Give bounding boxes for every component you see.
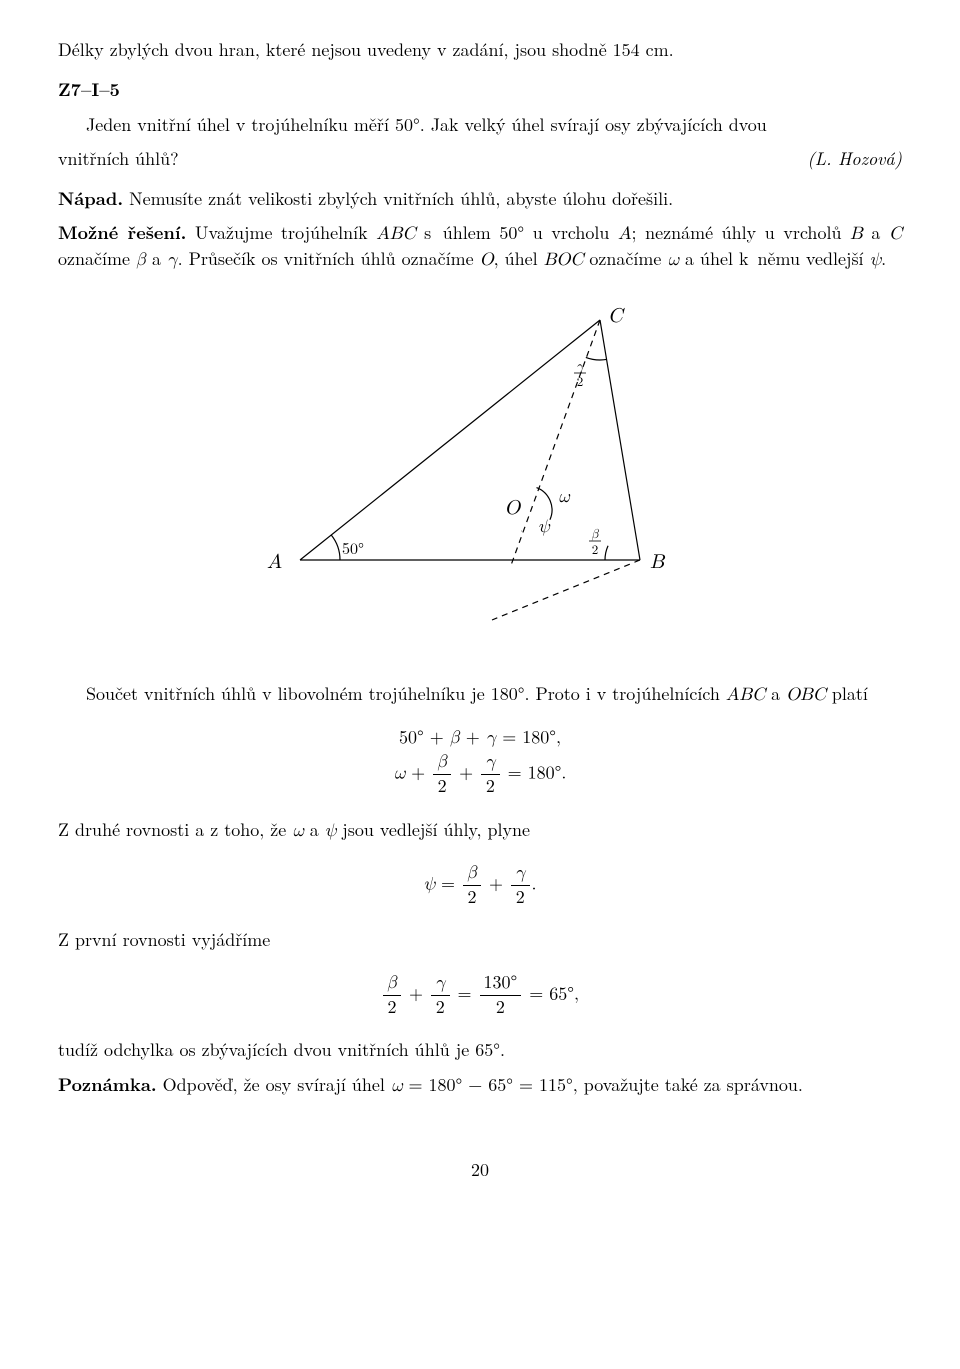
side-bc	[600, 320, 640, 560]
side-ca	[300, 320, 600, 560]
remark-paragraph: Poznámka. Odpověď, že osy svírají úhel ω…	[58, 1073, 902, 1098]
remark-label: Poznámka.	[58, 1072, 157, 1097]
svg-text:2: 2	[592, 544, 599, 557]
triangle-figure: A B C O 50° ω ψ γ 2 β 2	[58, 300, 902, 646]
bisector-from-b	[492, 560, 640, 620]
hint-label: Nápad.	[58, 186, 123, 211]
equation-block-1: 50° + β + γ = 180°, ω + β2 + γ2 = 180°.	[58, 726, 902, 800]
page-number: 20	[58, 1158, 902, 1182]
problem-line-2: vnitřních úhlů?	[58, 146, 179, 171]
triangle-svg: A B C O 50° ω ψ γ 2 β 2	[270, 300, 690, 640]
label-beta-half: β 2	[589, 528, 601, 557]
label-psi: ψ	[538, 518, 551, 536]
equation-3-intro: Z první rovnosti vyjádříme	[58, 928, 902, 952]
label-omega: ω	[558, 488, 571, 506]
svg-text:2: 2	[577, 376, 584, 389]
problem-line-1: Jeden vnitřní úhel v trojúhelníku měří 5…	[58, 113, 902, 137]
solution-label: Možné řešení.	[58, 220, 186, 245]
conclusion-line: tudíž odchylka os zbývajících dvou vnitř…	[58, 1038, 902, 1062]
hint-text: Nemusíte znát velikosti zbylých vnitřníc…	[129, 186, 673, 211]
section-id: Z7–I–5	[58, 78, 902, 102]
arc-angle-beta2	[605, 546, 608, 560]
equation-2-intro: Z druhé rovnosti a z toho, že ω a ψ jsou…	[58, 818, 902, 843]
label-50deg: 50°	[342, 542, 364, 558]
svg-text:γ: γ	[576, 360, 585, 373]
solution-paragraph: Možné řešení. Uvažujme trojúhelník ABC s…	[58, 221, 902, 272]
author-attr: (L. Hozová)	[807, 147, 902, 171]
label-c: C	[608, 306, 625, 326]
equation-block-2: ψ = β2 + γ2.	[58, 861, 902, 911]
after-figure-paragraph: Součet vnitřních úhlů v libovolném trojú…	[58, 682, 902, 707]
problem-line-2-wrap: vnitřních úhlů? (L. Hozová)	[58, 147, 902, 171]
equation-block-3: β2 + γ2 = 130°2 = 65°,	[58, 971, 902, 1021]
prev-solution-line: Délky zbylých dvou hran, které nejsou uv…	[58, 38, 902, 62]
arc-angle-omega	[537, 488, 552, 520]
svg-text:β: β	[591, 528, 599, 541]
arc-angle-gamma2	[586, 357, 607, 360]
label-o: O	[504, 498, 522, 518]
hint-paragraph: Nápad. Nemusíte znát velikosti zbylých v…	[58, 187, 902, 211]
label-b: B	[650, 552, 666, 572]
label-a: A	[267, 552, 282, 572]
arc-angle-a	[331, 535, 340, 560]
